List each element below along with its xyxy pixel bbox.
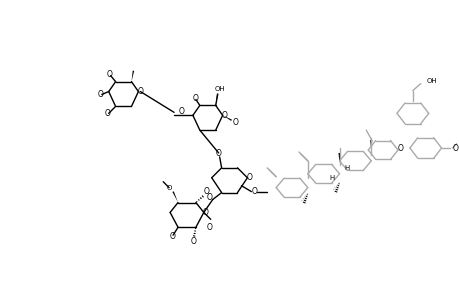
Text: O: O	[98, 90, 103, 99]
Polygon shape	[369, 140, 371, 150]
Text: O: O	[232, 118, 238, 127]
Text: O: O	[202, 208, 208, 217]
Text: H: H	[344, 165, 349, 171]
Text: O: O	[105, 109, 111, 118]
Text: OH: OH	[426, 78, 437, 84]
Text: O: O	[169, 232, 175, 241]
Text: H: H	[328, 175, 334, 181]
Text: O: O	[106, 70, 112, 79]
Text: O: O	[397, 143, 403, 152]
Text: O: O	[137, 87, 143, 96]
Text: O: O	[221, 111, 227, 120]
Polygon shape	[222, 115, 231, 121]
Polygon shape	[215, 93, 218, 105]
Text: O: O	[251, 187, 257, 196]
Text: O: O	[179, 107, 185, 116]
Polygon shape	[131, 70, 134, 82]
Text: O: O	[203, 187, 209, 196]
Polygon shape	[338, 153, 340, 163]
Text: O: O	[452, 143, 457, 152]
Text: OH: OH	[214, 85, 224, 91]
Text: O: O	[215, 149, 221, 158]
Text: O: O	[190, 237, 196, 246]
Text: O: O	[166, 184, 172, 190]
Polygon shape	[172, 191, 178, 203]
Text: O: O	[192, 94, 198, 103]
Text: O: O	[246, 173, 252, 182]
Text: O: O	[207, 223, 212, 232]
Text: O: O	[207, 193, 212, 202]
